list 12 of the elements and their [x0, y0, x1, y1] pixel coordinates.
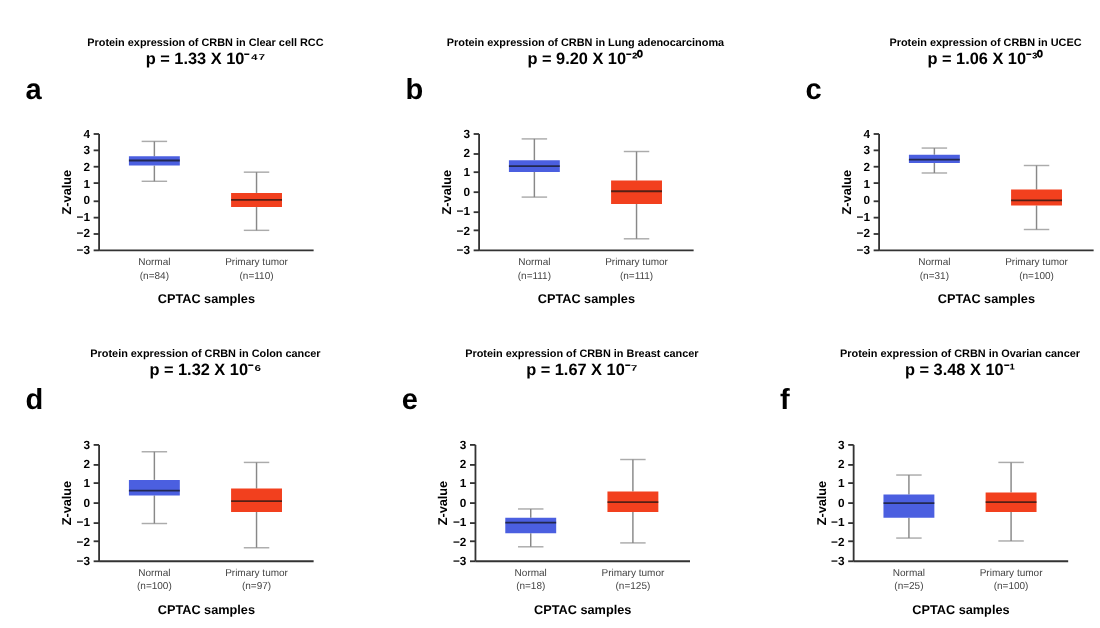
chart-subtitle: p = 3.48 X 10⁻¹ — [904, 360, 1016, 379]
text: d — [25, 385, 44, 418]
chart-subtitle: p = 1.32 X 10⁻⁶ — [149, 360, 262, 379]
chart-subtitle: p = 1.67 X 10⁻⁷ — [526, 360, 639, 379]
text: f — [780, 385, 790, 418]
text: b — [405, 74, 424, 107]
text: c — [805, 74, 822, 107]
text: a — [25, 74, 44, 107]
chart-subtitle: p = 9.20 X 10⁻²⁰ — [527, 48, 644, 68]
text: e — [401, 385, 419, 418]
chart-subtitle: p = 1.33 X 10⁻⁴⁷ — [145, 50, 267, 68]
chart-subtitle: p = 1.06 X 10⁻³⁰ — [927, 48, 1044, 68]
